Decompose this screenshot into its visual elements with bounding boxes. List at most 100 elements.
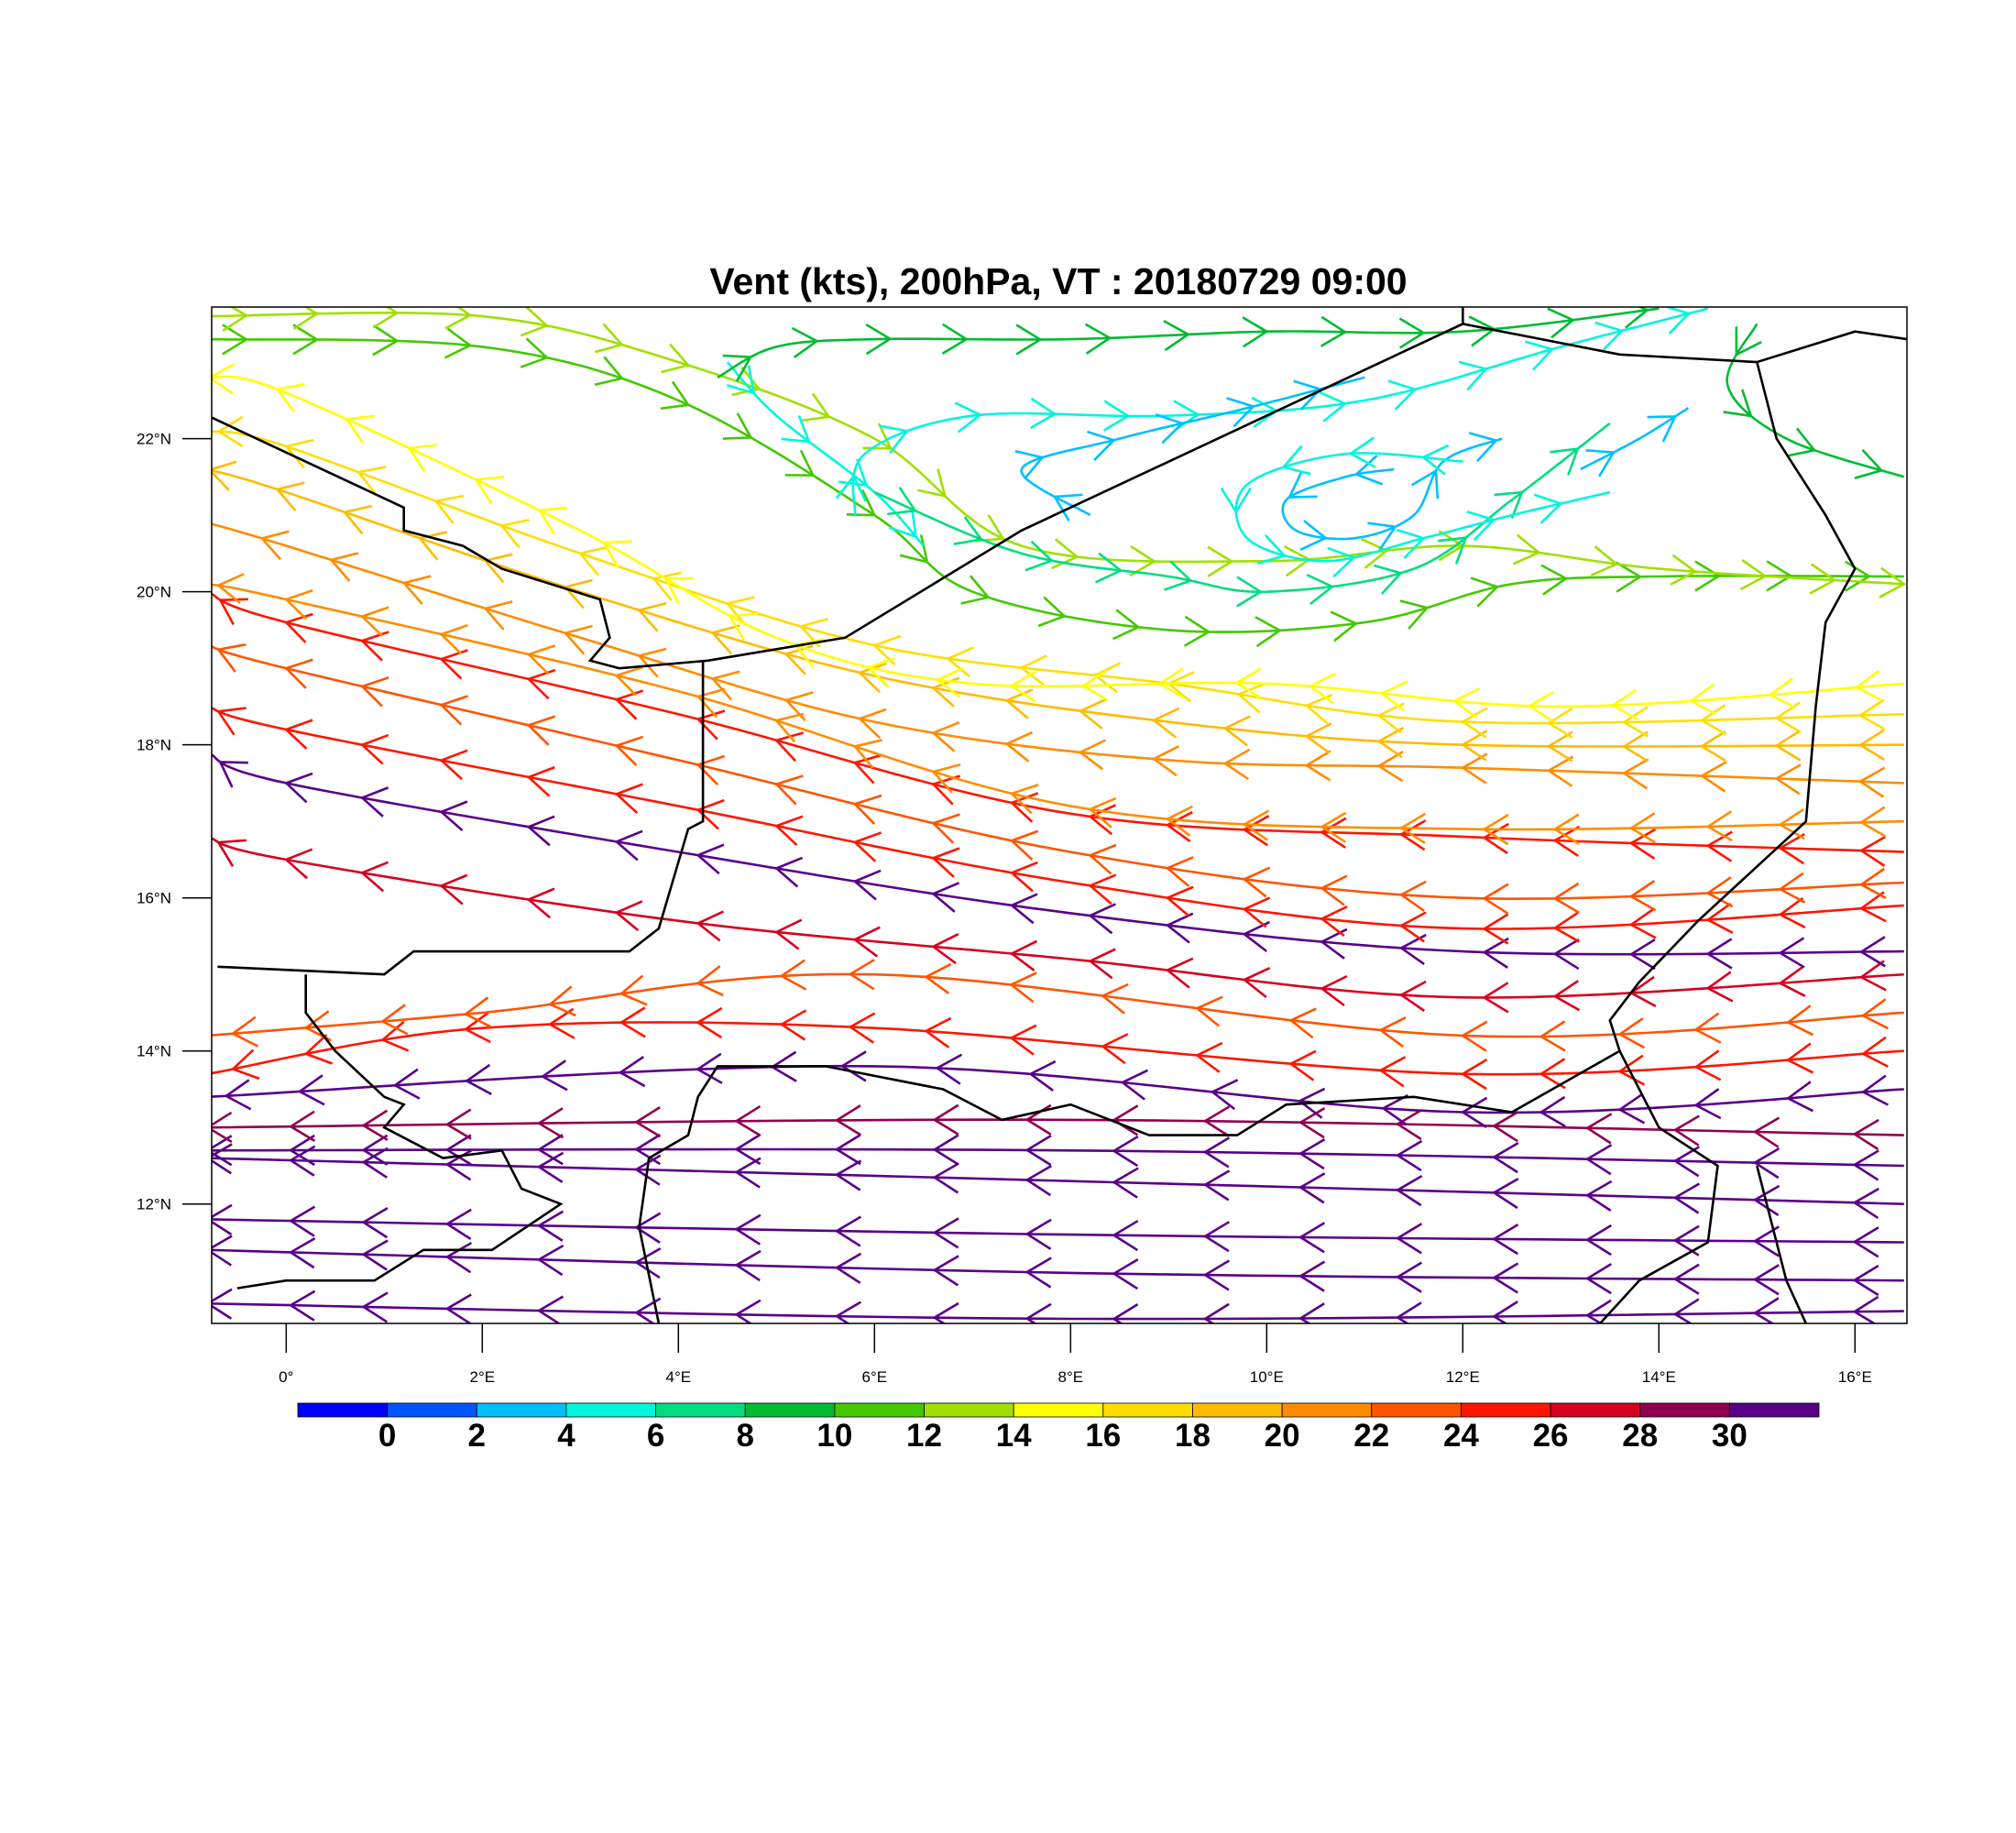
streamline	[212, 972, 1904, 1038]
streamline-arrowhead	[1610, 688, 1638, 720]
streamline-arrowhead	[725, 596, 755, 626]
y-tick-label: 22°N	[137, 431, 171, 448]
streamline-arrowhead	[1236, 682, 1265, 714]
streamline-arrowhead	[483, 600, 513, 631]
streamline-arrowhead	[1786, 427, 1817, 457]
streamline-arrowhead	[1482, 913, 1509, 945]
streamline-arrowhead	[594, 356, 625, 386]
streamline-arrowhead	[791, 326, 819, 358]
streamline-arrowhead	[1242, 896, 1271, 928]
streamline-arrowhead	[1617, 1092, 1646, 1125]
streamline-arrowhead	[1778, 965, 1806, 997]
streamline-arrowhead	[848, 959, 875, 991]
streamline-arrowhead	[216, 839, 247, 867]
streamline-arrowhead	[222, 307, 249, 332]
streamline-arrowhead	[230, 1015, 258, 1048]
streamline-arrowhead	[1482, 937, 1509, 969]
streamline-arrowhead	[834, 1301, 861, 1323]
x-tick-label: 10°E	[1250, 1368, 1284, 1386]
streamline-arrowhead	[1298, 1172, 1326, 1204]
streamline-arrowhead	[1009, 1024, 1037, 1056]
streamline-arrowhead	[696, 687, 726, 719]
streamline-arrowhead	[1584, 1263, 1612, 1295]
streamline-arrowhead	[1699, 704, 1727, 736]
streamline-arrowhead	[1491, 1262, 1519, 1294]
streamline-arrowhead	[464, 1063, 492, 1095]
streamline-arrowhead	[1396, 528, 1426, 560]
streamline-arrowhead	[1705, 938, 1733, 970]
streamline-arrowhead	[1367, 521, 1397, 551]
streamline-arrowhead	[1202, 1136, 1231, 1169]
streamline-arrowhead	[931, 813, 960, 844]
streamline	[212, 1147, 1904, 1168]
streamline-arrowhead	[1288, 1007, 1317, 1039]
colorbar-label: 30	[1712, 1418, 1748, 1454]
streamline-arrowhead	[1308, 672, 1336, 704]
streamline-arrowhead	[931, 933, 959, 965]
streamline-arrowhead	[1024, 1257, 1052, 1289]
streamline-arrowhead	[931, 774, 961, 806]
streamline-arrowhead	[1546, 707, 1573, 739]
streamline-arrowhead	[1226, 397, 1256, 428]
streamline-arrowhead	[1852, 1149, 1879, 1181]
streamline-arrowhead	[547, 985, 576, 1017]
colorbar-swatch	[1013, 1402, 1104, 1418]
streamline-arrowhead	[779, 959, 807, 991]
streamline-arrowhead	[1460, 1020, 1488, 1052]
streamline-arrowhead	[1705, 876, 1734, 908]
streamline-arrowhead	[1320, 315, 1348, 347]
streamline-arrowhead	[946, 646, 975, 678]
streamline-arrowhead	[1242, 967, 1271, 999]
streamline-arrowhead	[444, 1108, 472, 1140]
streamline-arrowhead	[931, 882, 960, 913]
streamline-arrowhead	[834, 1159, 862, 1191]
streamline-arrowhead	[1288, 1049, 1317, 1081]
colorbar-swatch	[476, 1402, 567, 1418]
streamline-arrowhead	[1460, 707, 1488, 739]
streamline-arrowhead	[1584, 1144, 1613, 1176]
streamline-arrowhead	[483, 553, 513, 583]
streamline-arrowhead	[1525, 340, 1555, 371]
streamline-arrowhead	[275, 383, 305, 412]
streamline-arrowhead	[1693, 1049, 1722, 1081]
streamline-arrowhead	[372, 324, 400, 357]
streamline-arrowhead	[407, 444, 438, 473]
streamline-arrowhead	[1628, 828, 1657, 860]
streamline-arrowhead	[1672, 1146, 1700, 1178]
streamline	[1234, 452, 1611, 563]
streamline-arrowhead	[857, 662, 887, 694]
colorbar-label: 18	[1175, 1418, 1211, 1454]
streamline	[212, 1021, 1904, 1076]
streamline-arrowhead	[633, 1133, 662, 1166]
streamline-arrowhead	[1009, 893, 1038, 925]
country-border	[217, 660, 705, 976]
streamline-arrowhead	[1395, 1301, 1422, 1323]
streamline-arrowhead	[1395, 1175, 1423, 1207]
streamline-arrowhead	[696, 910, 724, 942]
x-tick-label: 0°	[279, 1368, 293, 1386]
streamline-arrowhead	[1207, 545, 1234, 577]
colorbar-label: 22	[1353, 1418, 1389, 1454]
streamline-arrowhead	[1112, 1219, 1139, 1252]
streamline-arrowhead	[1628, 907, 1657, 939]
streamline	[212, 337, 1904, 633]
streamline	[212, 752, 1904, 956]
streamline-arrowhead	[1330, 610, 1359, 642]
streamline-arrowhead	[439, 749, 468, 781]
streamline-arrowhead	[1482, 813, 1509, 846]
streamline-arrowhead	[879, 424, 910, 455]
colorbar-swatch	[655, 1402, 746, 1418]
streamline-arrowhead	[1304, 750, 1331, 782]
streamline-arrowhead	[1297, 1087, 1326, 1119]
streamline-arrowhead	[1373, 564, 1404, 595]
streamline-arrowhead	[1672, 1298, 1700, 1323]
streamline-arrowhead	[212, 1143, 233, 1175]
streamline-arrowhead	[1410, 468, 1440, 499]
streamline-arrowhead	[1320, 817, 1347, 849]
streamline-arrowhead	[297, 1074, 325, 1106]
colorbar-swatch	[565, 1402, 656, 1418]
streamline-arrowhead	[1024, 1164, 1052, 1197]
streamline-arrowhead	[1647, 415, 1678, 443]
streamline-arrowhead	[695, 1052, 723, 1084]
